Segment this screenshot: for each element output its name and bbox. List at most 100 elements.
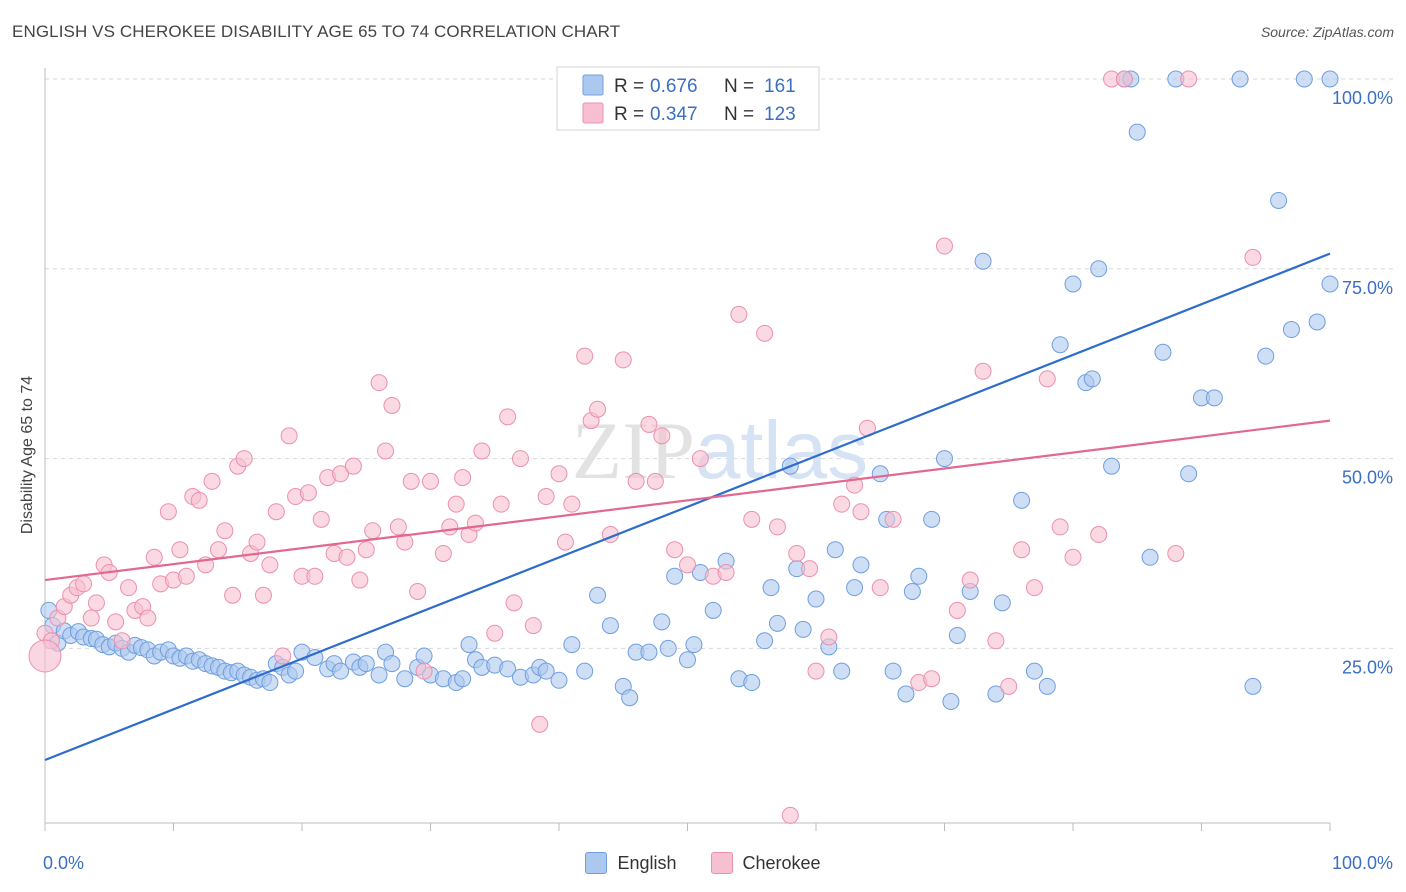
cherokee-point xyxy=(28,639,62,673)
watermark-atlas: atlas xyxy=(695,405,868,496)
cherokee-point xyxy=(852,503,870,521)
cherokee-point xyxy=(171,541,189,559)
english-point xyxy=(1282,321,1300,339)
english-point xyxy=(454,670,472,688)
cherokee-point xyxy=(389,518,407,536)
cherokee-point xyxy=(1180,70,1198,88)
cherokee-label: Cherokee xyxy=(742,852,821,873)
cherokee-point xyxy=(351,571,369,589)
cherokee-point xyxy=(224,586,242,604)
cherokee-point xyxy=(1038,370,1056,388)
english-point xyxy=(1180,465,1198,483)
english-point xyxy=(1231,70,1249,88)
cherokee-point xyxy=(306,567,324,585)
english-point xyxy=(601,617,619,635)
english-point xyxy=(383,655,401,673)
trend-lines xyxy=(44,252,1331,762)
english-points xyxy=(40,70,1339,711)
cherokee-point xyxy=(756,324,774,342)
cherokee-point xyxy=(948,601,966,619)
english-point xyxy=(846,579,864,597)
english-point xyxy=(903,582,921,600)
cherokee-point xyxy=(177,567,195,585)
english-point xyxy=(768,614,786,632)
cherokee-point xyxy=(454,469,472,487)
cherokee-point xyxy=(75,575,93,593)
cherokee-point xyxy=(486,624,504,642)
english-point xyxy=(1154,343,1172,361)
y-tick-label: 100.0% xyxy=(1332,88,1393,108)
cherokee-point xyxy=(923,670,941,688)
cherokee-point xyxy=(415,662,433,680)
legend-r-label-cherokee: R = xyxy=(614,104,644,125)
cherokee-point xyxy=(730,305,748,323)
cherokee-point xyxy=(434,544,452,562)
cherokee-point xyxy=(120,579,138,597)
cherokee-point xyxy=(274,647,292,665)
cherokee-point xyxy=(1013,541,1031,559)
source-credit: Source: ZipAtlas.com xyxy=(1260,24,1394,40)
legend-n-label-cherokee: N = xyxy=(724,104,754,125)
english-point xyxy=(948,626,966,644)
cherokee-point xyxy=(261,556,279,574)
english-point xyxy=(563,636,581,654)
english-point xyxy=(1038,677,1056,695)
cherokee-point xyxy=(1090,526,1108,544)
english-swatch xyxy=(585,852,608,874)
x-tick-label: 100.0% xyxy=(1332,853,1393,873)
cherokee-point xyxy=(190,491,208,509)
legend-r-label-english: R = xyxy=(614,76,644,97)
cherokee-point xyxy=(159,503,177,521)
english-point xyxy=(833,662,851,680)
cherokee-points xyxy=(28,70,1262,824)
english-point xyxy=(460,636,478,654)
cherokee-point xyxy=(1051,518,1069,536)
legend-r-value-english: 0.676 xyxy=(650,76,698,97)
english-point xyxy=(897,685,915,703)
cherokee-trend-line xyxy=(44,419,1331,582)
english-point xyxy=(287,662,305,680)
cherokee-point xyxy=(235,450,253,468)
cherokee-point xyxy=(1064,548,1082,566)
english-point xyxy=(871,465,889,483)
cherokee-point xyxy=(1115,70,1133,88)
cherokee-point xyxy=(807,662,825,680)
english-point xyxy=(1205,389,1223,407)
cherokee-point xyxy=(254,586,272,604)
cherokee-point xyxy=(627,472,645,490)
english-point xyxy=(942,693,960,711)
cherokee-point xyxy=(550,465,568,483)
cherokee-point xyxy=(280,427,298,445)
english-point xyxy=(1321,275,1339,293)
cherokee-point xyxy=(1000,677,1018,695)
legend-item-english: English xyxy=(585,852,677,874)
english-point xyxy=(762,579,780,597)
cherokee-point xyxy=(936,237,953,255)
cherokee-point xyxy=(788,544,806,562)
english-point xyxy=(370,666,388,684)
english-point xyxy=(923,510,941,528)
cherokee-point xyxy=(974,362,992,380)
cherokee-point xyxy=(653,427,671,445)
cherokee-point xyxy=(511,450,529,468)
cherokee-point xyxy=(107,613,125,631)
english-point xyxy=(332,662,350,680)
cherokee-point xyxy=(987,632,1005,650)
y-tick-label: 25.0% xyxy=(1342,657,1393,677)
cherokee-point xyxy=(370,374,388,392)
english-point xyxy=(794,620,812,638)
english-point xyxy=(357,655,375,673)
cherokee-point xyxy=(383,396,401,414)
cherokee-point xyxy=(833,495,851,513)
english-point xyxy=(910,567,928,585)
english-point xyxy=(1025,662,1043,680)
cherokee-point xyxy=(357,541,375,559)
cherokee-point xyxy=(801,560,819,578)
english-point xyxy=(666,567,684,585)
english-point xyxy=(1270,191,1288,209)
legend-r-value-cherokee: 0.347 xyxy=(650,104,698,125)
cherokee-point xyxy=(248,533,266,551)
english-point xyxy=(1013,491,1031,509)
english-point xyxy=(1244,677,1262,695)
english-point xyxy=(987,685,1005,703)
